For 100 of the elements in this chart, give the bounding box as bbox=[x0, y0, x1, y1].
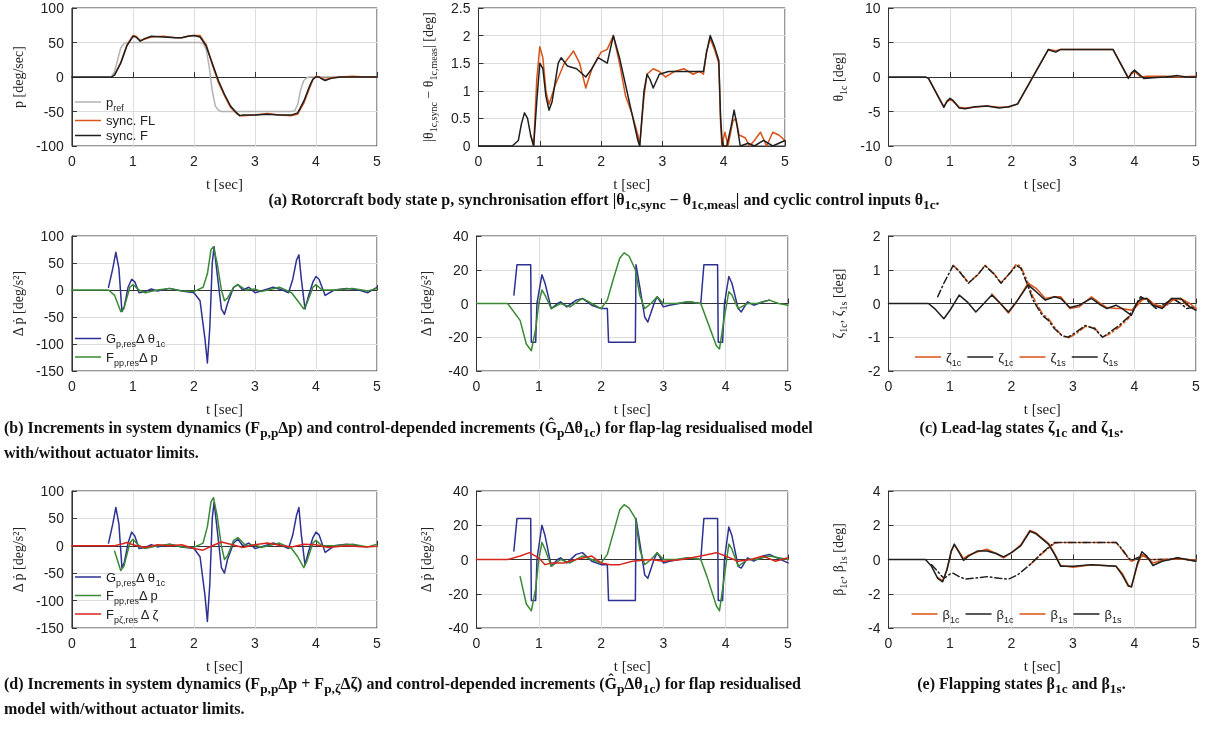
x-tick-label: 2 bbox=[597, 378, 606, 394]
y-tick-label: 0 bbox=[872, 69, 881, 85]
y-tick-label: 0 bbox=[56, 537, 65, 554]
x-tick-label: 0 bbox=[472, 635, 481, 651]
x-axis-title: t [sec] bbox=[613, 400, 651, 417]
y-axis-title: Δ ṗ [deg/s²] bbox=[10, 526, 26, 593]
x-tick-label: 1 bbox=[946, 153, 955, 169]
x-tick-label: 5 bbox=[1192, 153, 1201, 169]
y-tick-label: -20 bbox=[448, 329, 469, 346]
x-tick-label: 1 bbox=[534, 635, 543, 651]
y-tick-label: 2.5 bbox=[451, 0, 471, 16]
x-tick-label: 2 bbox=[597, 635, 606, 651]
x-tick-label: 3 bbox=[1069, 378, 1078, 394]
x-tick-label: 1 bbox=[129, 153, 138, 169]
x-tick-label: 4 bbox=[1130, 378, 1139, 394]
x-axis-title: t [sec] bbox=[1023, 657, 1061, 674]
y-axis-title: ζ1c, ζ1s [deg] bbox=[830, 268, 849, 339]
x-tick-label: 5 bbox=[784, 378, 793, 394]
y-tick-label: 20 bbox=[452, 517, 469, 534]
x-tick-label: 2 bbox=[190, 378, 199, 394]
y-tick-label: 20 bbox=[452, 261, 469, 278]
y-tick-label: 50 bbox=[48, 255, 65, 271]
line-series bbox=[475, 551, 789, 566]
y-tick-label: -40 bbox=[448, 620, 469, 636]
y-tick-label: -50 bbox=[43, 565, 65, 582]
x-tick-label: 0 bbox=[68, 378, 77, 394]
x-tick-label: 2 bbox=[1007, 635, 1016, 651]
x-tick-label: 2 bbox=[1007, 153, 1016, 169]
y-tick-label: -10 bbox=[860, 138, 881, 154]
y-axis-title: Δ ṗ [deg/s²] bbox=[418, 270, 434, 337]
y-axis-title: p [deg/sec] bbox=[10, 46, 26, 108]
x-tick-label: 5 bbox=[781, 153, 790, 169]
y-tick-label: 40 bbox=[452, 228, 469, 244]
y-tick-label: 1.5 bbox=[451, 55, 471, 72]
text: (c) Lead-lag states ζ$_{1c}$ and ζ$_{1s}$. bbox=[918, 418, 1125, 443]
text: (d) Increments in system dynamics (F$_{p,p}$Δp + F$_{p,ζ}$Δζ) and control-depended increments (Ĝ$_{p}$Δθ$_{1c}$) for flap residualised model with/without actuator limits. bbox=[4, 675, 801, 718]
line-series bbox=[475, 252, 789, 352]
y-tick-label: -50 bbox=[43, 309, 65, 325]
x-tick-label: 5 bbox=[373, 635, 382, 651]
y-axis-title: β1c, β1s [deg] bbox=[830, 523, 849, 596]
x-tick-label: 5 bbox=[373, 153, 382, 169]
x-tick-label: 0 bbox=[884, 635, 893, 651]
y-axis-title: Δ ṗ [deg/s²] bbox=[418, 526, 434, 593]
legend-label: sync. F bbox=[106, 128, 148, 143]
x-tick-label: 1 bbox=[946, 635, 955, 651]
y-tick-label: 0.5 bbox=[451, 110, 471, 127]
y-tick-label: 2 bbox=[872, 517, 881, 534]
text: (b) Increments in system dynamics (F$_{p,p}$Δp) and control-depended increments (Ĝ$_{p}$Δθ$_{1c}$) for flap-lag residualised model with/without actuator limits. bbox=[4, 419, 813, 462]
x-tick-label: 5 bbox=[373, 378, 382, 394]
y-tick-label: 0 bbox=[56, 69, 65, 85]
y-tick-label: 1 bbox=[872, 261, 881, 278]
x-tick-label: 4 bbox=[721, 635, 730, 651]
y-tick-label: 4 bbox=[872, 483, 881, 499]
x-tick-label: 3 bbox=[659, 378, 668, 394]
y-tick-label: 50 bbox=[48, 510, 65, 527]
y-tick-label: -50 bbox=[43, 103, 65, 120]
x-tick-label: 4 bbox=[719, 153, 728, 169]
y-tick-label: -4 bbox=[868, 620, 881, 636]
x-tick-label: 3 bbox=[658, 153, 667, 169]
x-tick-label: 4 bbox=[721, 378, 730, 394]
x-tick-label: 0 bbox=[68, 635, 77, 651]
legend-label: sync. FL bbox=[106, 113, 156, 128]
y-tick-label: 100 bbox=[40, 0, 65, 16]
line-series bbox=[113, 496, 378, 572]
y-tick-label: 0 bbox=[872, 295, 881, 312]
text: (a) Rotorcraft body state p, synchronisation effort |θ$_{1c,sync}$ − θ$_{1c,meas}$| and cyclic control inputs θ$_{1c}$. bbox=[267, 191, 941, 215]
x-axis-title: t [sec] bbox=[205, 657, 243, 674]
x-axis-title: t [sec] bbox=[1023, 400, 1061, 417]
x-tick-label: 4 bbox=[312, 635, 321, 651]
line-series bbox=[71, 246, 378, 313]
y-tick-label: 0 bbox=[460, 551, 469, 568]
x-tick-label: 0 bbox=[474, 153, 483, 169]
x-axis-title: t [sec] bbox=[205, 400, 243, 417]
y-tick-label: -20 bbox=[448, 585, 469, 602]
line-series bbox=[513, 517, 789, 602]
x-tick-label: 5 bbox=[784, 635, 793, 651]
x-tick-label: 1 bbox=[535, 153, 544, 169]
x-tick-label: 0 bbox=[472, 378, 481, 394]
y-tick-label: -100 bbox=[35, 592, 65, 609]
y-tick-label: -5 bbox=[868, 103, 881, 120]
y-tick-label: -150 bbox=[35, 363, 65, 379]
x-tick-label: 1 bbox=[534, 378, 543, 394]
x-tick-label: 5 bbox=[1192, 635, 1201, 651]
x-tick-label: 0 bbox=[884, 153, 893, 169]
x-axis-title: t [sec] bbox=[1023, 175, 1061, 192]
y-tick-label: -2 bbox=[868, 363, 881, 379]
y-tick-label: 2 bbox=[462, 27, 471, 44]
y-tick-label: 50 bbox=[48, 34, 65, 51]
y-tick-label: 100 bbox=[40, 483, 65, 499]
y-tick-label: -1 bbox=[868, 329, 881, 346]
x-tick-label: 3 bbox=[251, 153, 260, 169]
x-tick-label: 1 bbox=[129, 378, 138, 394]
x-tick-label: 3 bbox=[659, 635, 668, 651]
x-tick-label: 2 bbox=[190, 635, 199, 651]
x-tick-label: 5 bbox=[1192, 378, 1201, 394]
x-axis-title: t [sec] bbox=[613, 657, 651, 674]
x-tick-label: 1 bbox=[946, 378, 955, 394]
y-tick-label: -150 bbox=[35, 620, 65, 636]
x-axis-title: t [sec] bbox=[205, 175, 243, 192]
y-tick-label: 2 bbox=[872, 228, 881, 244]
